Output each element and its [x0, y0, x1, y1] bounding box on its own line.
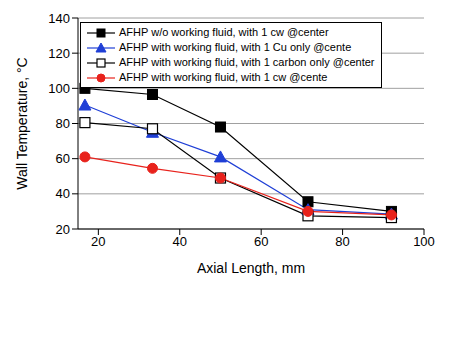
svg-text:120: 120 [48, 46, 70, 61]
html-text:AFHP with working fluid, with: AFHP with working fluid, with 1 carbon o… [119, 56, 375, 68]
svg-text:40: 40 [56, 186, 70, 201]
svg-text:Wall Temperature, °C: Wall Temperature, °C [14, 57, 30, 189]
svg-text:140: 140 [48, 11, 70, 26]
svg-text:100: 100 [413, 234, 435, 249]
svg-text:20: 20 [56, 222, 70, 237]
svg-text:Axial Length, mm: Axial Length, mm [197, 260, 305, 276]
html-text:AFHP with working fluid, with: AFHP with working fluid, with 1 Cu only … [119, 41, 352, 53]
svg-text:20: 20 [91, 234, 105, 249]
svg-text:40: 40 [173, 234, 187, 249]
svg-text:60: 60 [254, 234, 268, 249]
svg-text:60: 60 [56, 151, 70, 166]
html-text:AFHP with working fluid, with: AFHP with working fluid, with 1 cw @cent… [119, 71, 328, 83]
html-text:AFHP w/o working fluid, with 1: AFHP w/o working fluid, with 1 cw @cente… [119, 26, 329, 38]
svg-text:80: 80 [335, 234, 349, 249]
svg-text:100: 100 [48, 81, 70, 96]
svg-text:80: 80 [56, 116, 70, 131]
